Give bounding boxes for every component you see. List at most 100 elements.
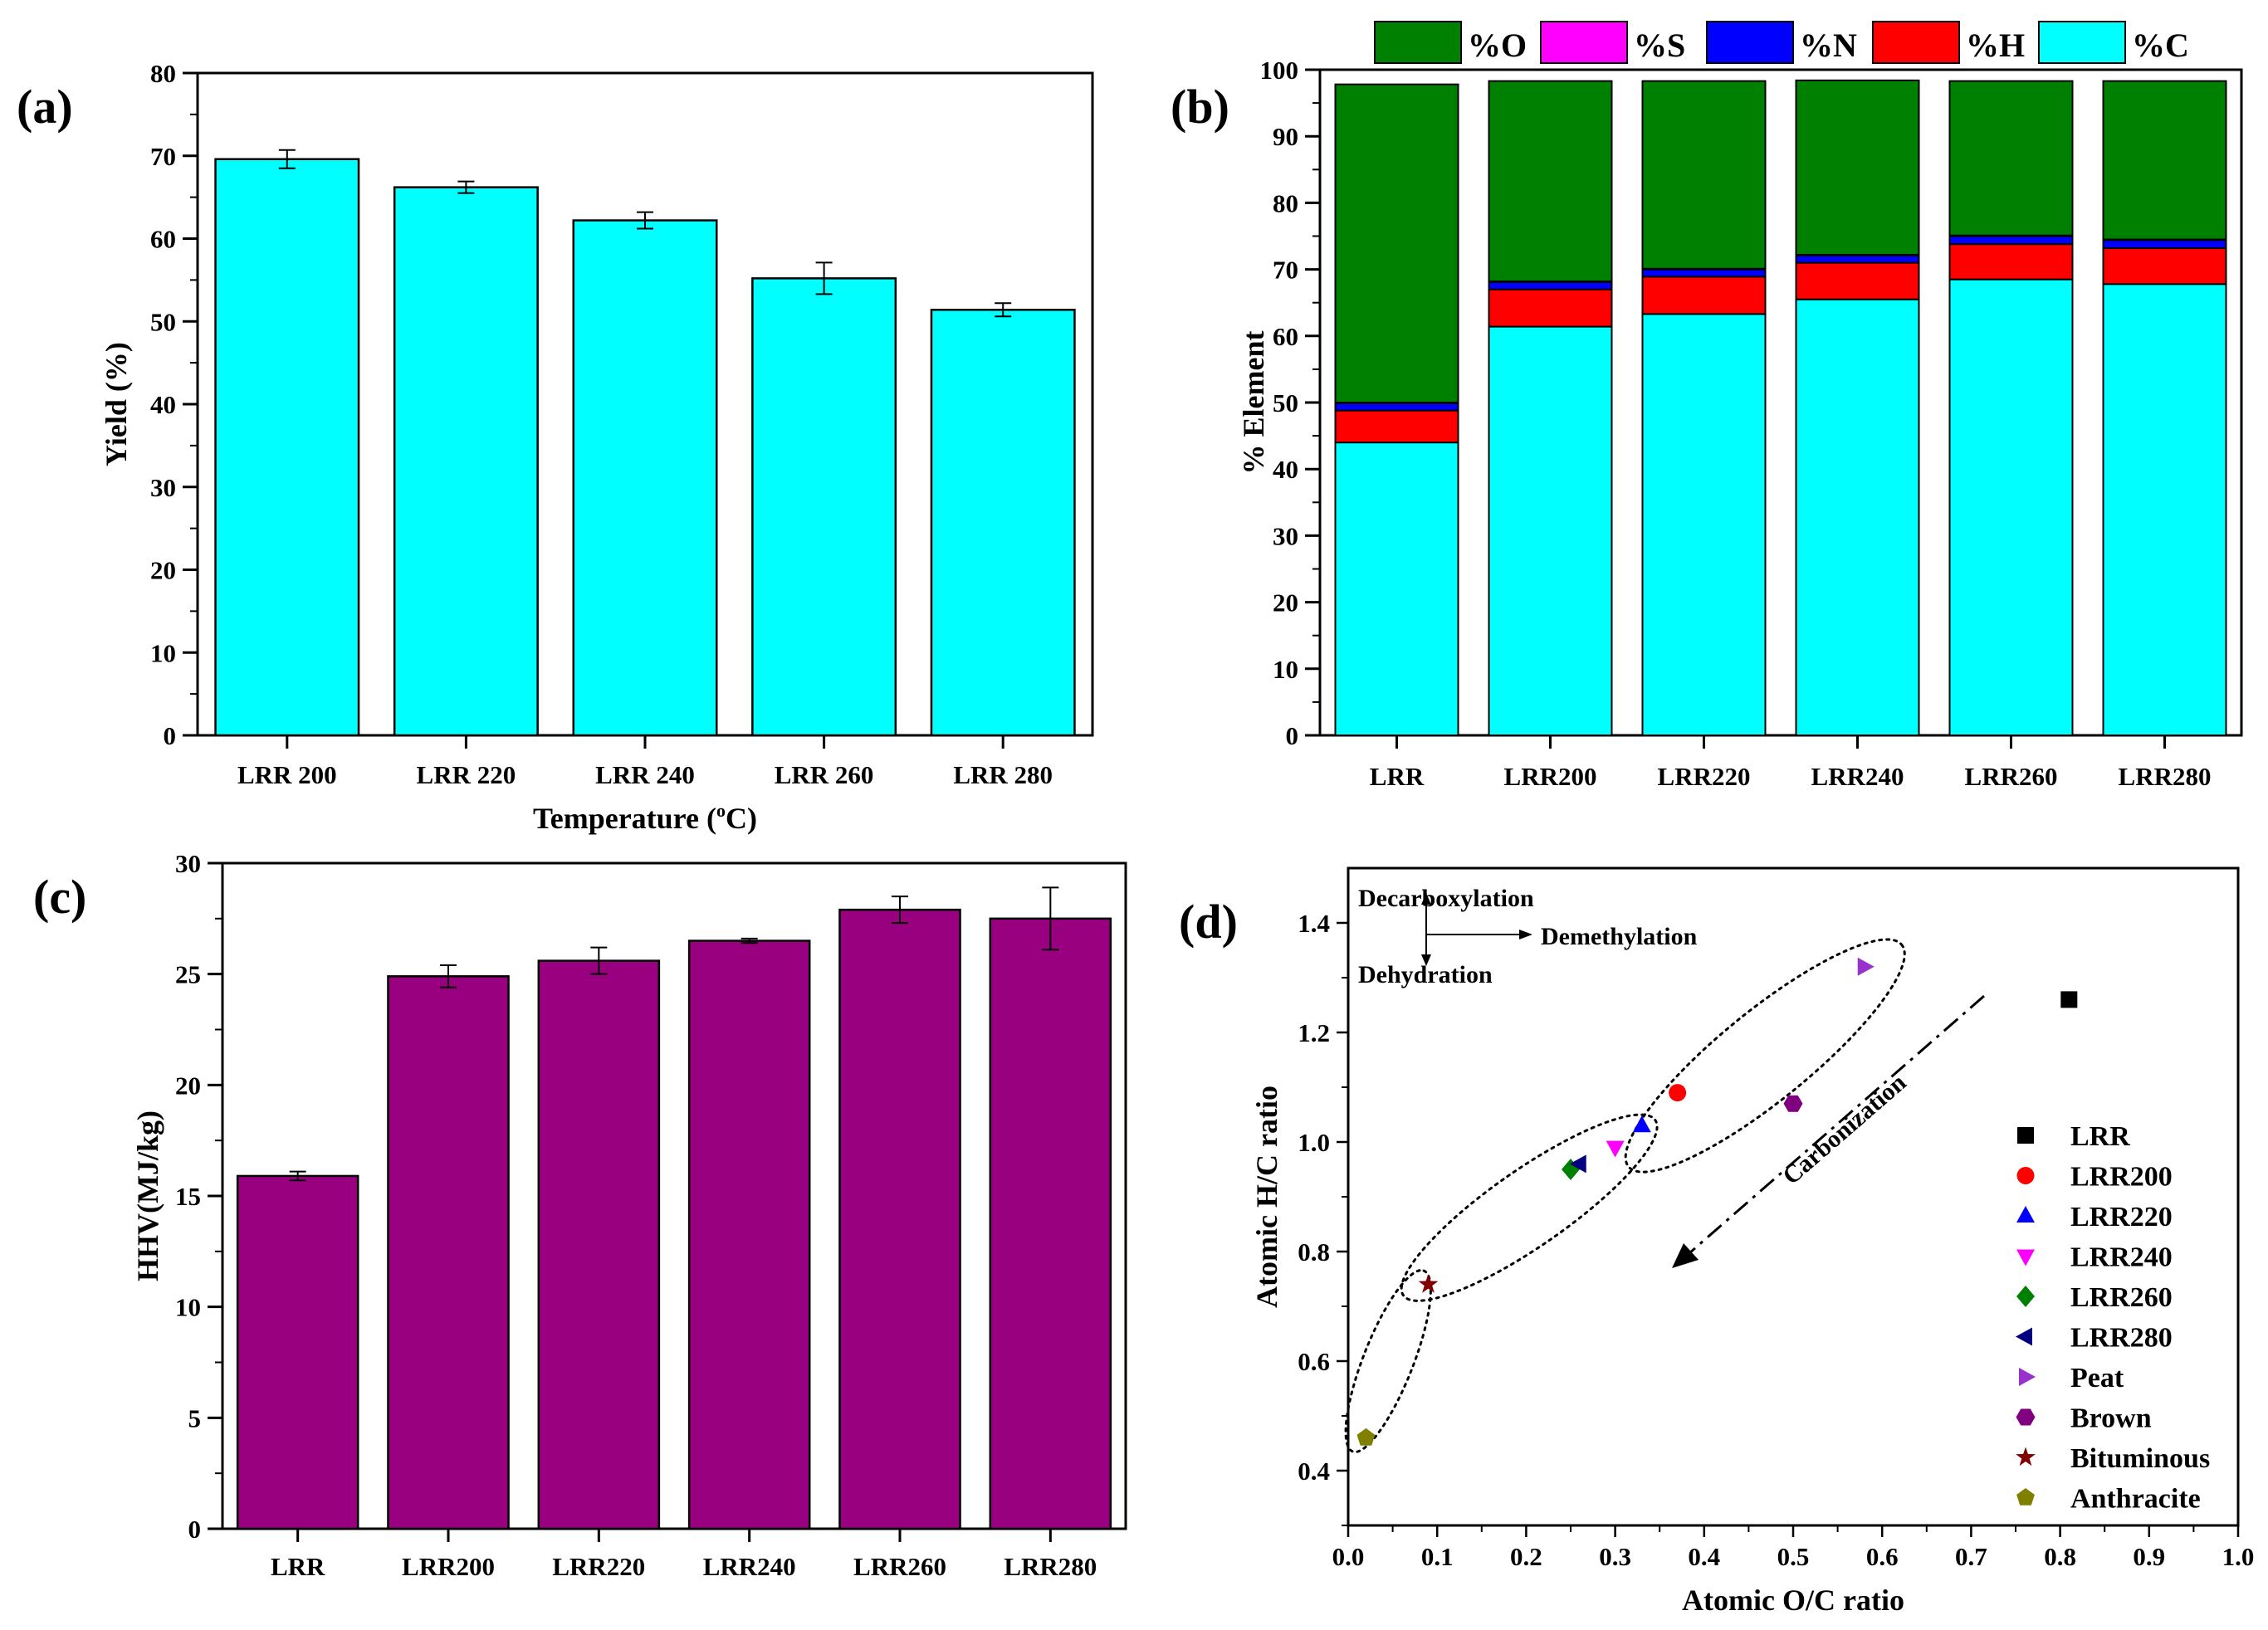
panel-b-legend-swatch (1872, 21, 1960, 64)
panel-a-bar (572, 219, 718, 737)
panel-b-y-tick-label: 30 (1273, 521, 1298, 550)
panel-c-label: (c) (33, 870, 86, 924)
panel-a-y-tick-label: 30 (150, 473, 176, 502)
panel-d-x-tick-label: 0.1 (1421, 1542, 1454, 1571)
panel-d-van-krevelen-chart: 0.4 0.6 0.8 1.0 1.2 1.4 0.0 0.1 0.2 0.3 0.4 0.5 0.6 0… (1179, 866, 2254, 1617)
panel-c-y-tick-label: 10 (175, 1293, 201, 1322)
panel-a-x-tick-label: LRR 260 (775, 760, 874, 789)
panel-c-bar (838, 908, 961, 1530)
panel-b-stack-segment (1334, 409, 1459, 444)
panel-b-x-tick-label: LRR220 (1658, 762, 1751, 791)
panel-b-y-tick-label: 10 (1273, 655, 1298, 684)
panel-a-bar (751, 277, 897, 737)
panel-d-group-ellipse-lower (1344, 1269, 1432, 1453)
panel-b-y-tick-label: 90 (1273, 122, 1298, 151)
panel-b-legend-swatch (1540, 21, 1628, 64)
panel-d-annotation-carbonization: Carbonization (1777, 1068, 1912, 1189)
panel-a-y-tick-label: 40 (150, 390, 176, 419)
panel-d-point (1783, 1095, 1803, 1112)
panel-d-legend-label: LRR200 (2070, 1162, 2173, 1193)
panel-a-y-tick-label: 80 (150, 59, 176, 88)
panel-d-annotation-decarboxylation: Decarboxylation (1358, 885, 1534, 912)
panel-d-label: (d) (1179, 895, 1238, 949)
panel-d-legend-label: LRR (2070, 1121, 2130, 1152)
panel-d-point (2060, 991, 2078, 1008)
panel-d-annotation-dehydration: Dehydration (1358, 961, 1493, 988)
panel-b-legend-swatch (1706, 21, 1794, 64)
panel-b-stack-segment (1948, 235, 2074, 246)
panel-c-y-axis-title: HHV(MJ/kg) (131, 1110, 164, 1281)
panel-d-arrowhead-down (1421, 954, 1431, 966)
panel-c-x-tick-label: LRR260 (853, 1552, 946, 1581)
panel-b-x-tick-label: LRR240 (1811, 762, 1904, 791)
panel-d-x-tick-label: 0.5 (1777, 1542, 1810, 1571)
panel-c-bar (989, 917, 1112, 1530)
panel-d-point (1857, 957, 1875, 976)
panel-b-stack-segment (1795, 298, 1920, 736)
panel-d-group-ellipse-upper (1624, 938, 1906, 1174)
panel-d-point (1569, 1154, 1586, 1174)
panel-b-y-tick-label: 80 (1273, 188, 1298, 217)
panel-d-x-tick-label: 0.7 (1955, 1542, 1987, 1571)
panel-b-stack-segment (1488, 325, 1613, 736)
panel-d-y-tick-label: 1.4 (1298, 909, 1330, 938)
panel-d-point (1418, 1274, 1439, 1293)
panel-c-bar (687, 939, 811, 1530)
panel-c-y-tick-label: 15 (175, 1182, 201, 1211)
panel-d-legend-label: LRR260 (2070, 1282, 2173, 1313)
panel-d-y-axis-title: Atomic H/C ratio (1250, 1086, 1283, 1308)
panel-b-stack-segment (1948, 243, 2074, 281)
panel-a-x-axis-title-end: C) (726, 802, 757, 835)
panel-d-arrowhead-right (1519, 930, 1532, 939)
panel-b-stack-segment (1488, 281, 1613, 290)
panel-b-x-tick-label: LRR (1370, 762, 1425, 791)
panel-b-stack-segment (1641, 80, 1767, 270)
panel-b-x-tick-label: LRR200 (1504, 762, 1597, 791)
panel-d-legend-marker (2017, 1127, 2034, 1144)
panel-b-legend-label: %S (1634, 27, 1685, 64)
panel-a-y-tick-label: 20 (150, 556, 176, 585)
panel-c-x-tick-label: LRR220 (552, 1552, 645, 1581)
panel-d-legend-marker (2016, 1167, 2035, 1184)
panel-d-x-tick-label: 0.8 (2044, 1542, 2076, 1571)
panel-d-legend-label: Bituminous (2070, 1443, 2210, 1474)
panel-a-label: (a) (17, 80, 73, 134)
panel-a-bar (214, 158, 360, 737)
panel-b-stack-segment (2102, 246, 2227, 285)
panel-b-y-tick-label: 60 (1273, 322, 1298, 351)
panel-d-legend-marker (2016, 1286, 2035, 1307)
panel-b-y-tick-label: 70 (1273, 256, 1298, 285)
panel-d-legend-marker (2016, 1206, 2035, 1222)
panel-d-point (1356, 1427, 1376, 1446)
panel-d-annotation-demethylation: Demethylation (1541, 923, 1698, 950)
panel-b-legend-label: %N (1800, 27, 1857, 64)
panel-b-y-axis-title: % Element (1237, 331, 1270, 475)
panel-b-stack-segment (1641, 268, 1767, 278)
panel-a-x-tick-label: LRR 240 (595, 760, 695, 789)
panel-d-legend-label: Peat (2070, 1363, 2124, 1393)
panel-d-y-tick-label: 0.4 (1298, 1457, 1330, 1486)
panel-c-y-tick-label: 25 (175, 960, 201, 989)
panel-b-stack-segment (1948, 80, 2074, 237)
panel-d-arrowhead-up (1421, 893, 1431, 905)
panel-d-legend-marker (2016, 1488, 2035, 1506)
panel-d-x-tick-label: 0.4 (1688, 1542, 1720, 1571)
panel-a-y-tick-label: 0 (164, 721, 177, 750)
panel-a-y-tick-label: 70 (150, 142, 176, 171)
panel-d-carbonization-arrow (1683, 994, 1985, 1260)
panel-b-stack-segment (1795, 254, 1920, 264)
panel-a-bar (393, 186, 539, 737)
panel-b-legend-label: %C (2132, 27, 2189, 64)
panel-b-y-tick-label: 0 (1286, 721, 1299, 750)
panel-b-y-tick-label: 100 (1260, 56, 1299, 85)
panel-a-y-axis-title: Yield (%) (100, 342, 133, 466)
panel-c-bar (236, 1174, 359, 1530)
panel-d-point (1632, 1115, 1651, 1133)
panel-b-stack-segment (1641, 313, 1767, 736)
panel-b-stack-segment (1488, 80, 1613, 283)
panel-a-y-tick-label: 50 (150, 307, 176, 336)
panel-d-legend-marker (2019, 1368, 2036, 1386)
panel-d-y-tick-label: 0.6 (1298, 1347, 1330, 1376)
panel-d-y-tick-label: 1.2 (1298, 1018, 1330, 1047)
